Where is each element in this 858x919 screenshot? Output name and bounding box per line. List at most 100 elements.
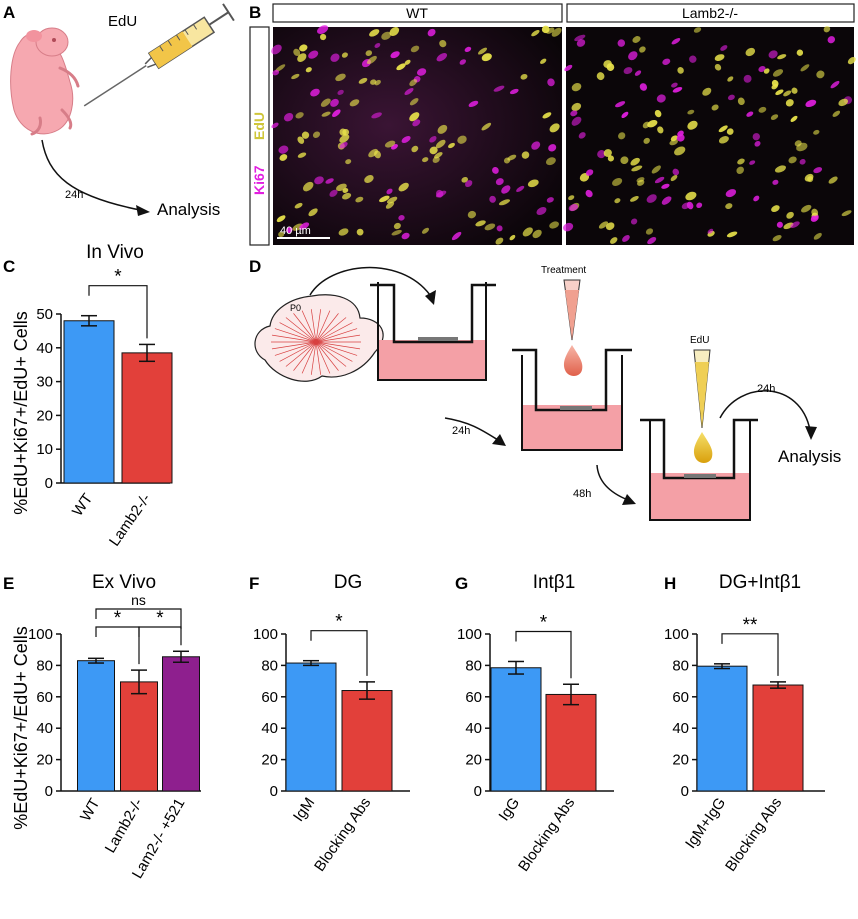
edu-nucleus xyxy=(386,196,398,204)
ki67-nucleus xyxy=(568,204,579,212)
ki67-nucleus xyxy=(332,109,341,118)
edu-nucleus xyxy=(718,125,728,133)
treatment-label: Treatment xyxy=(541,265,586,276)
edu-nucleus xyxy=(297,53,307,62)
edu-nucleus xyxy=(832,110,841,117)
edu-nucleus xyxy=(532,229,542,239)
wt-micrograph xyxy=(273,27,562,245)
y-tick-label: 0 xyxy=(45,475,53,492)
x-tick-label: Blocking Abs xyxy=(515,795,578,875)
edu-nucleus xyxy=(763,68,770,74)
edu-nucleus xyxy=(339,128,347,136)
ki67-channel-label: Ki67 xyxy=(251,165,267,195)
ki67-nucleus xyxy=(628,51,638,61)
significance-bracket xyxy=(95,626,140,665)
ki67-nucleus xyxy=(564,64,573,72)
edu-nucleus xyxy=(542,112,552,119)
edu-nucleus xyxy=(631,165,643,172)
edu-nucleus xyxy=(448,142,455,149)
edu-nucleus xyxy=(630,157,640,166)
bar xyxy=(285,662,337,792)
edu-nucleus xyxy=(811,208,819,217)
edu-nucleus xyxy=(801,204,812,213)
edu-nucleus xyxy=(292,223,303,231)
edu-nucleus xyxy=(774,165,787,173)
ki67-nucleus xyxy=(501,185,511,194)
edu-nucleus xyxy=(297,152,307,158)
ki67-nucleus xyxy=(495,178,504,186)
edu-nucleus xyxy=(432,156,440,163)
edu-nucleus xyxy=(481,53,492,62)
edu-nucleus xyxy=(786,211,794,219)
ki67-nucleus xyxy=(489,195,496,203)
edu-nucleus xyxy=(358,77,368,84)
edu-nucleus xyxy=(711,104,719,111)
edu-nucleus xyxy=(498,199,511,206)
x-tick-label: Blocking Abs xyxy=(311,795,374,875)
edu-nucleus xyxy=(828,176,838,184)
ki67-nucleus xyxy=(436,53,448,62)
edu-nucleus xyxy=(788,156,797,164)
ki67-nucleus xyxy=(634,70,642,76)
ki67-nucleus xyxy=(646,194,657,203)
edu-nucleus xyxy=(396,63,406,71)
y-tick-label: 100 xyxy=(28,626,53,643)
ki67-nucleus xyxy=(813,167,823,174)
edu-nucleus xyxy=(571,82,582,92)
ki67-nucleus xyxy=(753,195,760,202)
ki67-nucleus xyxy=(570,110,578,117)
edu-nucleus xyxy=(393,222,401,230)
edu-nucleus xyxy=(736,166,744,174)
edu-nucleus xyxy=(643,137,650,144)
significance-bracket xyxy=(515,630,572,679)
edu-nucleus xyxy=(571,102,582,112)
edu-nucleus xyxy=(345,159,352,165)
wt-header-label: WT xyxy=(406,5,428,21)
ki67-nucleus xyxy=(671,38,681,45)
chart-title: Intβ1 xyxy=(533,572,576,593)
y-tick-label: 0 xyxy=(681,783,689,800)
ki67-nucleus xyxy=(827,36,836,44)
ki67-nucleus xyxy=(622,235,630,242)
ki67-nucleus xyxy=(654,176,665,184)
ki67-nucleus xyxy=(617,39,626,47)
edu-nucleus xyxy=(718,136,729,144)
time-48h-label: 48h xyxy=(573,488,591,500)
edu-nucleus xyxy=(669,139,678,146)
edu-nucleus xyxy=(639,46,646,53)
y-tick-label: 0 xyxy=(270,783,278,800)
edu-nucleus xyxy=(312,131,321,138)
ki67-nucleus xyxy=(810,214,819,222)
significance-label: ns xyxy=(131,592,146,608)
y-tick-label: 60 xyxy=(465,689,482,706)
edu-nucleus xyxy=(618,132,626,140)
significance-label: * xyxy=(540,612,548,633)
edu-nucleus xyxy=(521,151,530,159)
significance-bracket xyxy=(310,630,368,676)
ki67-nucleus xyxy=(656,94,666,103)
significance-bracket xyxy=(138,626,182,646)
edu-nucleus xyxy=(813,232,822,240)
edu-nucleus xyxy=(785,99,794,107)
y-tick-label: 40 xyxy=(465,720,482,737)
edu-nucleus xyxy=(609,237,618,244)
edu-nucleus xyxy=(527,179,539,188)
y-tick-label: 40 xyxy=(36,720,53,737)
edu-nucleus xyxy=(475,220,486,227)
edu-nucleus xyxy=(278,231,285,238)
ki67-nucleus xyxy=(576,39,586,47)
bar xyxy=(490,667,542,792)
ki67-nucleus xyxy=(271,122,279,129)
ki67-nucleus xyxy=(758,66,766,72)
ki67-nucleus xyxy=(727,94,735,101)
edu-nucleus xyxy=(620,156,629,165)
panel-label-d: D xyxy=(249,257,261,276)
edu-nucleus xyxy=(770,114,779,120)
edu-nucleus xyxy=(279,154,288,161)
x-tick-label: Blocking Abs xyxy=(722,795,785,875)
